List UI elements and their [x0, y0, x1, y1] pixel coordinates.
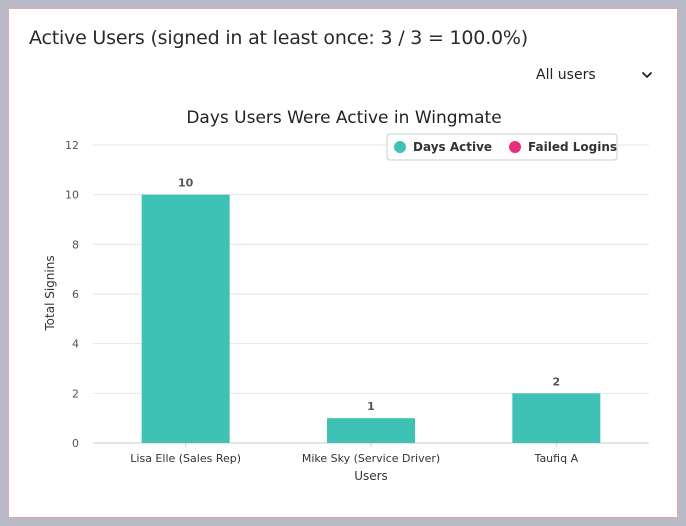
- y-tick-label: 2: [72, 387, 79, 400]
- x-tick-label: Lisa Elle (Sales Rep): [130, 452, 241, 465]
- x-axis-title: Users: [354, 469, 388, 483]
- bar-layer: 10 Lisa Elle (Sales Rep) 1 Mike Sky (Servic…: [130, 177, 601, 465]
- legend-label: Failed Logins: [528, 140, 617, 154]
- chevron-down-icon: [642, 72, 652, 78]
- bar-data-label: 2: [553, 375, 561, 388]
- chart-title: Days Users Were Active in Wingmate: [186, 108, 501, 128]
- bar-days-active: [141, 194, 230, 443]
- legend-label: Days Active: [413, 140, 492, 154]
- y-tick-label: 0: [72, 437, 79, 450]
- legend-marker: [394, 141, 406, 153]
- y-tick-label: 12: [65, 139, 79, 152]
- bar-days-active: [512, 393, 601, 443]
- x-tick-label: Mike Sky (Service Driver): [302, 452, 440, 465]
- bar-days-active: [327, 418, 415, 443]
- legend-box: [386, 133, 618, 161]
- bar-data-label: 1: [367, 400, 375, 413]
- chart-card: Active Users (signed in at least once: 3…: [8, 8, 678, 518]
- user-filter-value: All users: [536, 67, 596, 83]
- x-tick-label: Taufiq A: [534, 452, 579, 465]
- bar-data-label: 10: [178, 177, 194, 190]
- y-tick-label: 4: [72, 338, 79, 351]
- y-tick-label: 8: [72, 238, 79, 251]
- y-tick-label: 6: [72, 288, 79, 301]
- y-axis-title: Total Signins: [43, 255, 57, 331]
- bar-chart: Days Users Were Active in Wingmate 0 2 4 6 8…: [43, 108, 649, 483]
- chart-legend: Days Active Failed Logins: [386, 133, 618, 161]
- legend-marker: [509, 141, 521, 153]
- user-filter-select[interactable]: All users: [529, 65, 659, 87]
- page-title: Active Users (signed in at least once: 3…: [29, 27, 528, 49]
- y-tick-label: 10: [65, 189, 79, 202]
